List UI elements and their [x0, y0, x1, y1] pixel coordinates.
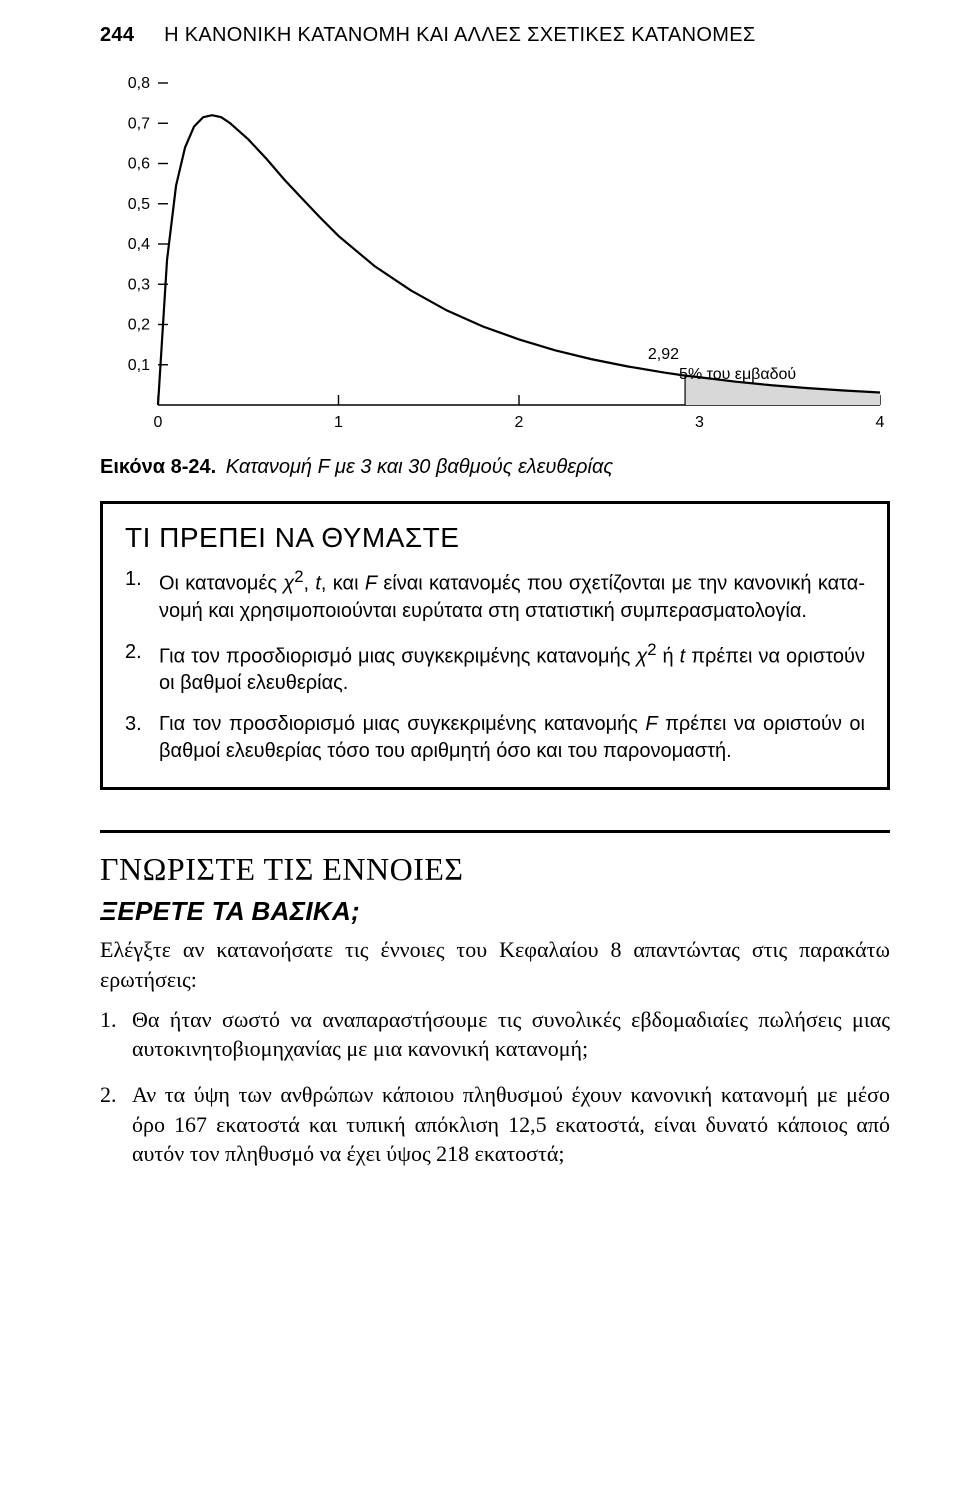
svg-text:3: 3 [695, 414, 704, 431]
svg-text:4: 4 [876, 414, 885, 431]
svg-text:0,2: 0,2 [128, 317, 150, 334]
questions-list: Θα ήταν σωστό να αναπαραστήσουμε τις συν… [100, 1005, 890, 1169]
svg-text:0,8: 0,8 [128, 75, 150, 92]
remember-item: Για τον προσδιορισμό μιας συγκεκριμένης … [125, 639, 865, 698]
question-item: Θα ήταν σωστό να αναπαραστήσουμε τις συν… [100, 1005, 890, 1064]
svg-text:0,1: 0,1 [128, 357, 150, 374]
svg-text:0,5: 0,5 [128, 196, 150, 213]
remember-box: ΤΙ ΠΡΕΠΕΙ ΝΑ ΘΥΜΑΣΤΕ Οι κατανομές χ2, t,… [100, 501, 890, 790]
page-number: 244 [100, 24, 134, 46]
running-title: Η ΚΑΝΟΝΙΚΗ ΚΑΤΑΝΟΜΗ ΚΑΙ ΑΛΛΕΣ ΣΧΕΤΙΚΕΣ Κ… [164, 24, 755, 46]
figure-caption: Εικόνα 8-24. Κατανομή F με 3 και 30 βαθμ… [100, 456, 890, 479]
svg-text:0,7: 0,7 [128, 115, 150, 132]
svg-text:2,92: 2,92 [648, 346, 679, 363]
remember-list: Οι κατανομές χ2, t, και F είναι κατανομέ… [125, 566, 865, 765]
svg-text:2: 2 [515, 414, 524, 431]
remember-title: ΤΙ ΠΡΕΠΕΙ ΝΑ ΘΥΜΑΣΤΕ [125, 522, 865, 554]
remember-item: Οι κατανομές χ2, t, και F είναι κατανομέ… [125, 566, 865, 625]
figure-8-24: 0,1 0,2 0,3 0,4 0,5 0,6 0,7 0,8 0 1 2 3 4 2,925% του … [100, 75, 890, 479]
page: 244 Η ΚΑΝΟΝΙΚΗ ΚΑΤΑΝΟΜΗ ΚΑΙ ΑΛΛΕΣ ΣΧΕΤΙΚ… [0, 0, 960, 1494]
svg-text:0: 0 [154, 414, 163, 431]
figure-label: Εικόνα 8-24. [100, 456, 216, 478]
svg-text:0,4: 0,4 [128, 236, 150, 253]
concepts-title: ΓΝΩΡΙΣΤΕ ΤΙΣ ΕΝΝΟΙΕΣ [100, 851, 890, 888]
running-head: 244 Η ΚΑΝΟΝΙΚΗ ΚΑΤΑΝΟΜΗ ΚΑΙ ΑΛΛΕΣ ΣΧΕΤΙΚ… [100, 24, 890, 47]
concepts-subtitle: ΞΕΡΕΤΕ ΤΑ ΒΑΣΙΚΑ; [100, 896, 890, 927]
svg-text:0,3: 0,3 [128, 276, 150, 293]
svg-text:5% του εμβαδού: 5% του εμβαδού [679, 366, 796, 383]
svg-text:1: 1 [334, 414, 343, 431]
f-distribution-chart: 0,1 0,2 0,3 0,4 0,5 0,6 0,7 0,8 0 1 2 3 4 2,925% του … [100, 75, 890, 445]
remember-item: Για τον προσδιορισμό μιας συγκεκριμένης … [125, 711, 865, 765]
concepts-intro: Ελέγξτε αν κατανοήσατε τις έννοιες του Κ… [100, 935, 890, 994]
question-item: Αν τα ύψη των ανθρώπων κάποιου πληθυσμού… [100, 1080, 890, 1169]
figure-caption-text: Κατανομή F με 3 και 30 βαθμούς ελευθερία… [226, 456, 613, 478]
section-divider [100, 830, 890, 833]
svg-text:0,6: 0,6 [128, 156, 150, 173]
